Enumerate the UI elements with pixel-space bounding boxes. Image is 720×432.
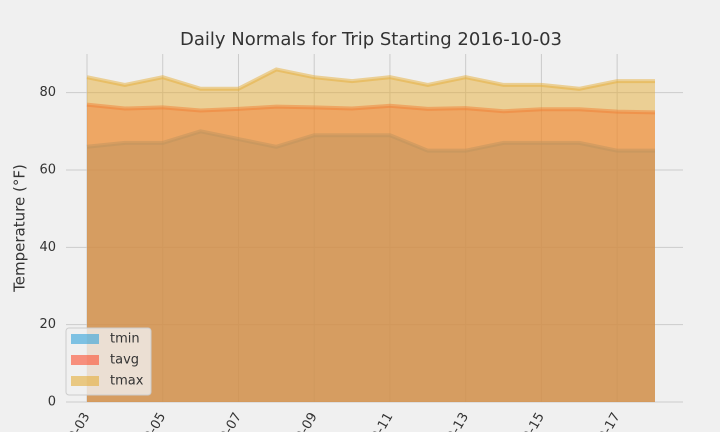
legend-swatch bbox=[71, 334, 99, 344]
y-tick-label: 0 bbox=[48, 395, 56, 410]
x-tick-label: 10-05 bbox=[137, 410, 169, 432]
legend: tmin tavg tmax bbox=[65, 327, 152, 396]
x-tick-label: 10-15 bbox=[516, 410, 548, 432]
legend-swatch bbox=[71, 376, 99, 386]
x-tick-label: 10-17 bbox=[592, 410, 624, 432]
legend-label: tavg bbox=[110, 353, 139, 368]
x-tick-label: 10-07 bbox=[213, 410, 245, 432]
legend-label: tmax bbox=[110, 374, 144, 389]
y-tick-label: 20 bbox=[39, 317, 56, 332]
y-tick-label: 40 bbox=[39, 240, 56, 255]
area bbox=[87, 69, 655, 402]
chart-title: Daily Normals for Trip Starting 2016-10-… bbox=[180, 29, 562, 50]
y-tick-label: 80 bbox=[39, 85, 56, 100]
x-tick-label: 10-13 bbox=[440, 410, 472, 432]
y-axis-label: Temperature (°F) bbox=[11, 164, 29, 293]
legend-swatch bbox=[71, 355, 99, 365]
legend-label: tmin bbox=[110, 332, 140, 347]
x-tick-label: 10-11 bbox=[365, 410, 397, 432]
x-tick-label: 10-09 bbox=[289, 410, 321, 432]
y-tick-label: 60 bbox=[39, 163, 56, 178]
area-line bbox=[86, 67, 655, 91]
x-tick-label: 10-03 bbox=[62, 410, 94, 432]
